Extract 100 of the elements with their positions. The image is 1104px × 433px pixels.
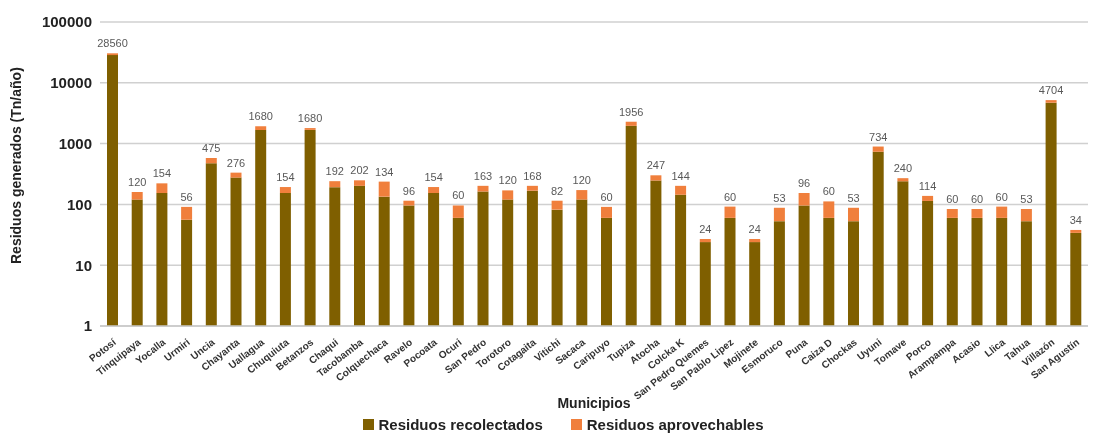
bar xyxy=(205,163,217,326)
bar xyxy=(1045,102,1057,326)
bar xyxy=(848,207,859,222)
data-label: 475 xyxy=(202,141,221,154)
data-label: 192 xyxy=(325,165,344,178)
bar xyxy=(279,187,291,193)
data-label: 154 xyxy=(152,167,172,180)
bar xyxy=(946,217,958,326)
bar xyxy=(823,201,835,218)
bar xyxy=(255,126,267,130)
y-tick-label: 10 xyxy=(75,256,92,274)
bar xyxy=(477,191,489,326)
data-label: 120 xyxy=(128,175,147,188)
bar xyxy=(749,238,761,243)
bar xyxy=(502,190,514,200)
data-label: 240 xyxy=(893,162,913,175)
bar xyxy=(156,183,168,193)
bar xyxy=(526,190,538,326)
data-label: 82 xyxy=(550,184,564,197)
data-label: 120 xyxy=(572,174,591,187)
data-label: 53 xyxy=(847,191,860,204)
bar xyxy=(996,217,1008,326)
bar xyxy=(230,177,242,326)
bar xyxy=(354,185,365,326)
data-label: 734 xyxy=(869,130,888,143)
bar xyxy=(996,206,1008,218)
data-label: 53 xyxy=(773,191,786,204)
bar xyxy=(971,209,983,218)
x-axis-title: Municipios xyxy=(557,395,631,411)
bar xyxy=(897,178,909,182)
bar xyxy=(699,242,711,326)
data-label: 60 xyxy=(995,190,1008,203)
bar xyxy=(255,129,267,326)
bar xyxy=(971,217,983,326)
y-tick-label: 100 xyxy=(66,195,92,213)
bar xyxy=(823,217,835,326)
data-label: 60 xyxy=(946,193,959,205)
data-label: 96 xyxy=(797,177,811,189)
bar xyxy=(452,217,464,326)
bar xyxy=(329,181,341,188)
bar xyxy=(378,196,390,326)
bar xyxy=(773,221,785,326)
data-label: 24 xyxy=(748,222,761,235)
data-label: 60 xyxy=(822,185,835,198)
bar xyxy=(922,195,934,201)
bar xyxy=(773,207,785,222)
bar xyxy=(872,151,884,326)
bar xyxy=(1020,209,1032,222)
legend-label: Residuos aprovechables xyxy=(585,416,764,433)
bar xyxy=(699,238,711,243)
bar xyxy=(724,217,736,326)
bar xyxy=(329,187,341,326)
data-label: 1680 xyxy=(297,112,323,125)
bar xyxy=(1070,232,1082,326)
bar xyxy=(428,193,440,326)
bar xyxy=(650,175,662,181)
data-label: 154 xyxy=(424,171,443,184)
data-label: 134 xyxy=(375,165,394,178)
data-label: 96 xyxy=(402,184,416,197)
bar xyxy=(156,193,168,326)
bar xyxy=(452,205,464,218)
data-label: 120 xyxy=(498,174,517,187)
y-tick-label: 1 xyxy=(83,317,92,335)
bar xyxy=(576,199,588,326)
bar xyxy=(601,217,612,326)
bar xyxy=(946,209,958,218)
bar xyxy=(601,206,612,218)
bar xyxy=(205,157,217,164)
bar xyxy=(526,185,538,191)
bar xyxy=(724,206,736,218)
data-label: 1956 xyxy=(618,105,644,118)
bar xyxy=(749,242,761,326)
data-label: 24 xyxy=(699,222,712,235)
data-label: 144 xyxy=(671,169,690,182)
bar xyxy=(551,200,563,210)
data-label: 60 xyxy=(970,193,984,205)
bar xyxy=(502,199,514,326)
data-label: 34 xyxy=(1069,213,1082,226)
bar xyxy=(181,206,193,220)
bar xyxy=(848,221,859,326)
data-label: 247 xyxy=(646,159,666,172)
data-label: 60 xyxy=(723,190,737,203)
bar xyxy=(1070,229,1082,233)
bar xyxy=(181,219,193,326)
bar xyxy=(230,172,242,178)
bar xyxy=(107,55,118,326)
data-label: 60 xyxy=(600,190,613,203)
bar xyxy=(131,191,143,200)
y-tick-label: 100000 xyxy=(41,13,92,31)
y-tick-label: 1000 xyxy=(58,134,92,152)
bar xyxy=(1020,221,1032,326)
data-label: 202 xyxy=(350,164,369,177)
bar xyxy=(551,209,563,326)
bar xyxy=(131,199,143,326)
bar xyxy=(403,205,415,326)
bar xyxy=(922,200,934,326)
data-label: 1680 xyxy=(248,110,273,123)
bar xyxy=(354,180,365,186)
bar xyxy=(675,194,687,326)
bar xyxy=(625,121,637,126)
